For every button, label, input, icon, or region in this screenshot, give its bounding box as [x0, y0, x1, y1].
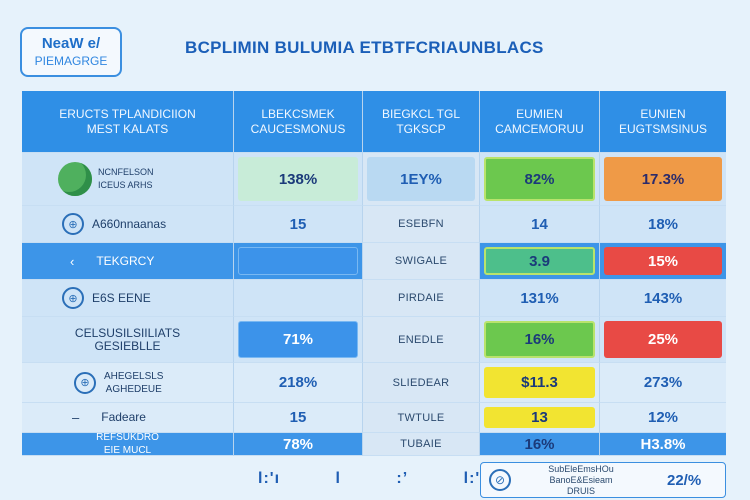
comparison-table: ERUCTS TPLANDICIION MEST KALATS LBEKCSME… — [22, 91, 726, 456]
table-row[interactable]: REFSUKDRO EIE MUCL 78% TUBAIE 16% H3.8% — [22, 432, 726, 456]
value-pill: 82% — [484, 157, 595, 201]
value-pill: 17.3% — [604, 157, 722, 201]
info-icon: ⊕ — [74, 371, 96, 394]
table-row[interactable]: ⊕ E6S EENE PIRDAIE 131% 143% — [22, 280, 726, 317]
info-icon: ⊕ — [62, 287, 84, 309]
value-pill: 71% — [238, 321, 358, 358]
value-pill: 16% — [484, 321, 595, 358]
table-row[interactable]: CELSUSILSIILIATS GESIEBLLE 71% ENEDLE 16… — [22, 317, 726, 363]
cell-value: 14 — [531, 215, 548, 233]
column-header[interactable]: LBEKCSMEK CAUCESMONUS — [234, 91, 363, 153]
cell-value: 15 — [289, 215, 307, 233]
row-label: NCNFELSON ICEUS ARHS — [98, 167, 154, 190]
row-label: E6S EENE — [92, 290, 151, 305]
cell-value: TUBAIE — [400, 438, 442, 450]
dash-icon: – — [72, 410, 80, 425]
page-title: BCPLIMIN BULUMIA ETBTFCRIAUNBLACS — [185, 38, 544, 57]
info-icon: ⊘ — [489, 469, 511, 491]
cell-value: 143% — [643, 289, 683, 307]
cell-value: 218% — [278, 374, 318, 391]
cell-value: 16% — [524, 435, 555, 453]
cell-value: 15 — [289, 409, 307, 426]
column-header[interactable]: EUMIEN CAMCEMORUU — [480, 91, 600, 153]
value-pill: 138% — [238, 157, 358, 201]
row-label: TEKGRCY — [96, 253, 155, 268]
info-icon: ⊕ — [62, 213, 84, 235]
column-header[interactable]: BIEGKCL TGL TGKSCP — [363, 91, 480, 153]
cell-value: SWIGALE — [394, 255, 448, 267]
footer-mark: :’ — [396, 470, 409, 487]
cell-value: ENEDLE — [398, 333, 444, 346]
cell-value: H3.8% — [640, 435, 686, 453]
column-header[interactable]: EUNIEN EUGTSMSINUS — [600, 91, 726, 153]
cell-value: 12% — [647, 409, 679, 426]
table-row[interactable]: NCNFELSON ICEUS ARHS 138% 1EY% 82% 17.3% — [22, 153, 726, 206]
table-row[interactable]: ⊕ AHEGELSLS AGHEDEUE 218% SLIEDEAR $11.3… — [22, 363, 726, 403]
value-pill: 13 — [484, 407, 595, 428]
value-pill — [238, 247, 358, 275]
value-pill: 15% — [604, 247, 722, 275]
row-label: REFSUKDRO EIE MUCL — [96, 432, 159, 456]
column-header[interactable]: ERUCTS TPLANDICIION MEST KALATS — [22, 91, 234, 153]
logo-line-2: PIEMAGRGE — [34, 54, 108, 68]
table-row[interactable]: – Fadeare 15 TWTULE 13 12% — [22, 403, 726, 433]
value-pill: 3.9 — [484, 247, 595, 275]
value-pill: $11.3 — [484, 367, 595, 398]
cell-value: 131% — [520, 289, 559, 307]
table-row[interactable]: ⊕ A660nnaanas 15 ESEBFN 14 18% — [22, 206, 726, 243]
table-header: ERUCTS TPLANDICIION MEST KALATS LBEKCSME… — [22, 91, 726, 153]
row-label: CELSUSILSIILIATS GESIEBLLE — [74, 325, 181, 353]
row-label: Fadeare — [101, 410, 146, 424]
logo: NeaW e/ PIEMAGRGE — [20, 27, 122, 77]
table-row[interactable]: ‹ TEKGRCY SWIGALE 3.9 15% — [22, 243, 726, 280]
value-pill: 1EY% — [367, 157, 475, 201]
row-label: A660nnaanas — [92, 216, 167, 231]
cell-value: PIRDAIE — [397, 292, 445, 304]
cell-value: SLIEDEAR — [392, 376, 450, 389]
globe-icon — [58, 162, 92, 196]
footer-mark: l:'ı — [258, 470, 281, 487]
logo-line-1: NeaW e/ — [41, 35, 101, 52]
value-pill: 25% — [604, 321, 722, 358]
cell-value: ESEBFN — [398, 218, 444, 230]
cell-value: TWTULE — [397, 411, 445, 424]
summary-value: 22/% — [667, 471, 702, 489]
cell-value: 78% — [282, 435, 314, 453]
footer-mark: l — [335, 470, 341, 487]
summary-note: SubEleEmsHOu BanoE&Esieam DRUIS — [548, 463, 614, 496]
summary-box[interactable]: ⊘ SubEleEmsHOu BanoE&Esieam DRUIS 22/% — [480, 462, 726, 498]
row-label: AHEGELSLS AGHEDEUE — [104, 370, 164, 395]
chevron-icon: ‹ — [70, 253, 75, 269]
cell-value: 273% — [643, 374, 683, 391]
cell-value: 18% — [647, 215, 679, 233]
